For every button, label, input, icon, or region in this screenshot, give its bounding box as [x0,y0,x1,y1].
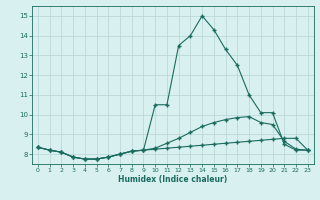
X-axis label: Humidex (Indice chaleur): Humidex (Indice chaleur) [118,175,228,184]
